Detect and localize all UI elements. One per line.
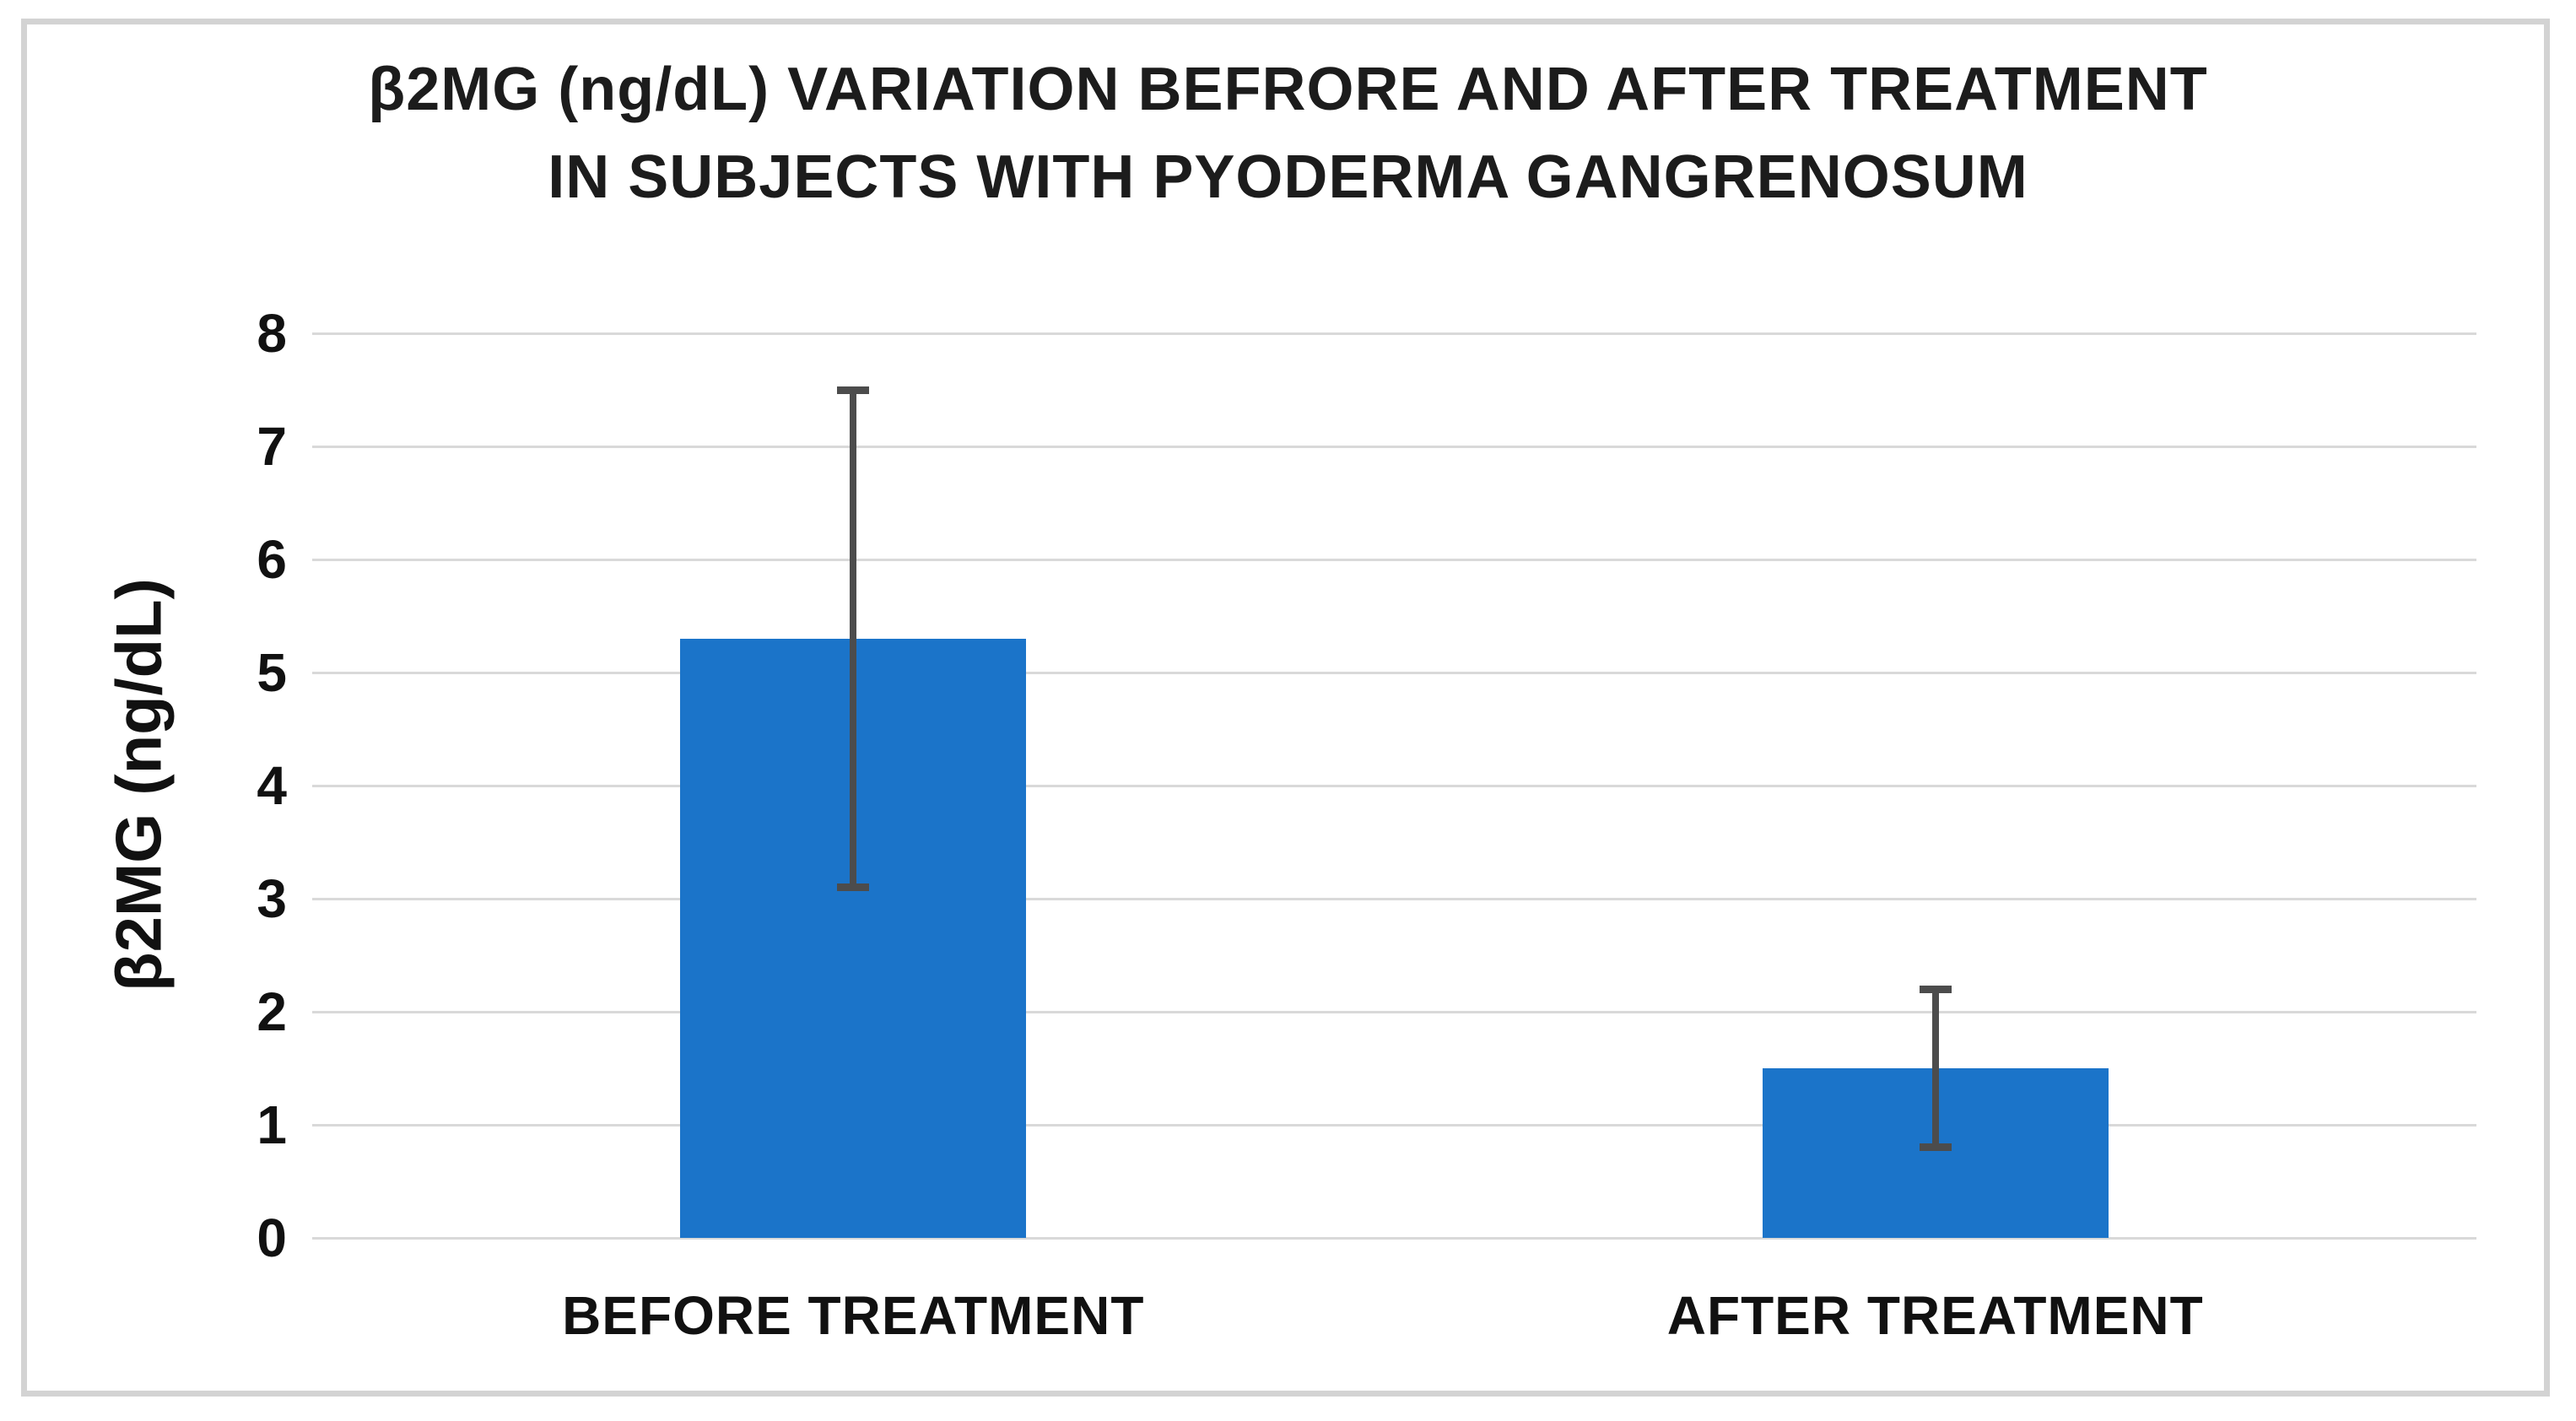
gridline (312, 332, 2476, 335)
chart-title-line2: IN SUBJECTS WITH PYODERMA GANGRENOSUM (548, 143, 2028, 211)
x-category-label-after-treatment: AFTER TREATMENT (1666, 1285, 2204, 1346)
gridline (312, 1011, 2476, 1013)
chart-title-line1: β2MG (ng/dL) VARIATION BEFRORE AND AFTER… (368, 56, 2208, 123)
gridline (312, 672, 2476, 674)
y-tick-label: 5 (257, 642, 287, 703)
gridline (312, 898, 2476, 900)
y-tick-label: 4 (257, 755, 287, 816)
y-tick-label: 6 (257, 529, 287, 590)
error-bar (1931, 989, 1939, 1148)
error-bar-cap (1919, 985, 1952, 993)
y-tick-label: 8 (257, 303, 287, 364)
error-bar (850, 390, 857, 888)
gridline (312, 785, 2476, 787)
figure-border (21, 19, 2550, 1397)
y-tick-label: 7 (257, 416, 287, 477)
gridline (312, 1124, 2476, 1127)
y-tick-label: 3 (257, 868, 287, 929)
y-tick-label: 0 (257, 1208, 287, 1268)
error-bar-cap (837, 386, 870, 394)
gridline (312, 559, 2476, 561)
y-tick-label: 1 (257, 1094, 287, 1155)
gridline (312, 446, 2476, 448)
plot-area (312, 332, 2476, 1240)
y-tick-label: 2 (257, 981, 287, 1042)
chart-title: β2MG (ng/dL) VARIATION BEFRORE AND AFTER… (0, 46, 2576, 221)
gridline (312, 1237, 2476, 1240)
error-bar-cap (1919, 1143, 1952, 1152)
x-category-label-before-treatment: BEFORE TREATMENT (562, 1285, 1145, 1346)
error-bar-cap (837, 883, 870, 892)
